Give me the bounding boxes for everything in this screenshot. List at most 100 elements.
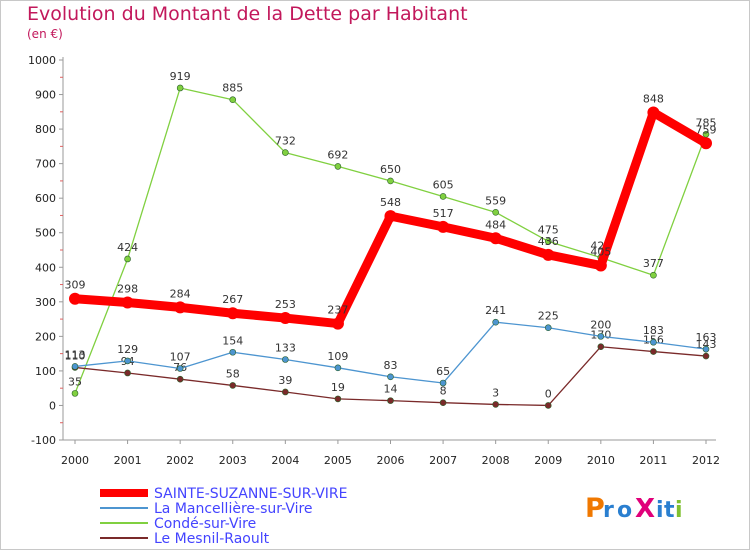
data-point: [650, 338, 657, 346]
data-point: [594, 259, 607, 272]
data-point: [437, 220, 450, 233]
data-label: 107: [170, 350, 191, 363]
legend-label: La Mancellière-sur-Vire: [154, 501, 313, 517]
logo-letter-p: P: [585, 493, 605, 524]
x-tick-label: 2001: [114, 454, 142, 467]
data-point: [124, 369, 131, 377]
data-label: 424: [117, 241, 138, 254]
data-point: [439, 193, 447, 200]
data-label: 885: [222, 82, 243, 95]
y-tick-label: 0: [49, 399, 56, 412]
data-label: 237: [327, 304, 348, 317]
x-tick-label: 2003: [219, 454, 247, 467]
y-tick-label: 200: [35, 330, 56, 343]
data-label: 110: [65, 349, 86, 362]
data-label: 759: [696, 123, 717, 136]
data-point: [71, 363, 79, 370]
data-label: 154: [222, 334, 243, 347]
data-point: [334, 395, 342, 403]
data-point: [650, 348, 657, 355]
data-label: 309: [65, 279, 86, 292]
data-point: [597, 343, 605, 351]
data-point: [702, 352, 710, 360]
y-tick-label: 500: [35, 227, 56, 240]
data-point: [544, 238, 552, 245]
data-point: [229, 96, 237, 104]
data-point: [544, 324, 552, 332]
data-label: 35: [68, 375, 82, 388]
data-label: 225: [538, 310, 559, 323]
data-label: 484: [485, 218, 506, 231]
logo-letter-r: r: [603, 498, 614, 523]
y-tick-label: 100: [35, 365, 56, 378]
chart-title: Evolution du Montant de la Dette par Hab…: [27, 3, 468, 25]
data-point: [439, 379, 447, 387]
data-point: [282, 356, 289, 363]
data-point: [174, 301, 187, 314]
y-tick-label: 700: [35, 158, 56, 171]
data-point: [334, 364, 342, 372]
data-label: 377: [643, 257, 664, 270]
data-label: 548: [380, 196, 401, 209]
data-point: [647, 106, 660, 119]
x-tick-label: 2011: [639, 454, 667, 467]
data-label: 559: [485, 194, 506, 207]
data-point: [124, 357, 131, 365]
data-point: [492, 401, 499, 408]
data-point: [387, 177, 394, 185]
x-tick-label: 2004: [271, 454, 299, 467]
data-point: [387, 397, 394, 404]
data-label: 475: [538, 223, 559, 236]
data-label: 692: [327, 148, 348, 161]
axes: -100010020030040050060070080090010002000…: [28, 54, 720, 467]
data-label: 436: [538, 235, 559, 248]
data-point: [331, 317, 344, 330]
data-point: [492, 318, 499, 326]
data-label: 848: [643, 93, 664, 106]
y-tick-label: 600: [35, 192, 56, 205]
x-tick-label: 2009: [534, 454, 562, 467]
logo-letter-i1: i: [656, 498, 664, 523]
data-label: 39: [278, 374, 292, 387]
data-point: [124, 255, 131, 263]
x-tick-label: 2007: [429, 454, 457, 467]
logo-letter-i2: i: [675, 498, 683, 523]
data-label: 133: [275, 342, 296, 355]
data-label: 19: [331, 381, 345, 394]
data-point: [650, 271, 657, 279]
x-tick-label: 2000: [61, 454, 89, 467]
data-point: [492, 209, 499, 216]
data-label: 298: [117, 283, 138, 296]
data-point: [69, 292, 81, 305]
data-point: [597, 333, 605, 340]
data-label: 517: [433, 207, 454, 220]
data-point: [282, 149, 289, 156]
data-label: 732: [275, 135, 296, 148]
y-tick-label: 800: [35, 123, 56, 136]
data-label: 650: [380, 163, 401, 176]
data-point: [176, 375, 184, 383]
data-point: [439, 399, 447, 406]
data-point: [229, 348, 237, 356]
data-label: 163: [696, 331, 717, 344]
data-point: [542, 248, 555, 261]
data-point: [544, 402, 552, 409]
data-label: 267: [222, 293, 243, 306]
data-label: 200: [590, 318, 611, 331]
y-tick-label: 400: [35, 261, 56, 274]
data-point: [334, 163, 342, 170]
x-tick-label: 2010: [587, 454, 615, 467]
data-label: 253: [275, 298, 296, 311]
data-label: 183: [643, 324, 664, 337]
data-point: [229, 382, 237, 389]
data-point: [71, 390, 79, 397]
data-label: 3: [492, 386, 499, 399]
data-point: [700, 137, 712, 150]
y-tick-label: 300: [35, 296, 56, 309]
series-0: 309 298 284 267 253 237 548 517 484 436 405 848 759: [65, 93, 717, 330]
data-label: 65: [436, 365, 450, 378]
data-label: 83: [384, 359, 398, 372]
data-label: 284: [170, 287, 191, 300]
